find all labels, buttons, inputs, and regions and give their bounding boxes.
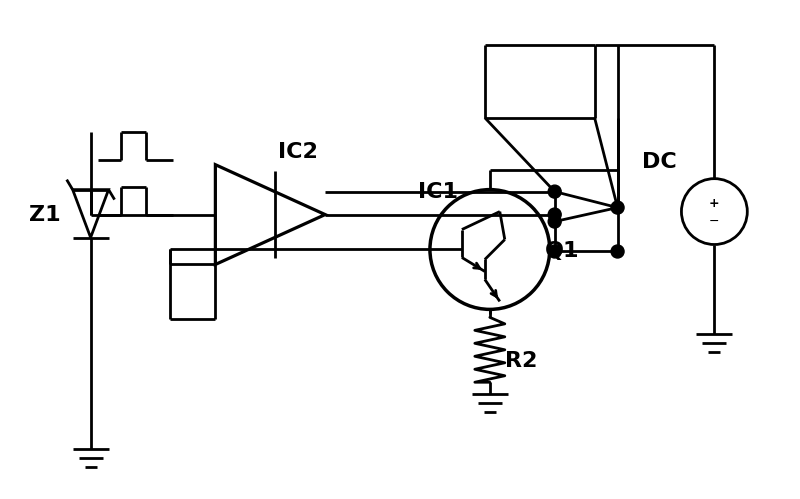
Text: Z1: Z1 [29, 205, 60, 225]
Text: Q1: Q1 [545, 242, 579, 261]
Text: IC1: IC1 [418, 182, 458, 202]
Circle shape [548, 245, 561, 258]
Text: IC2: IC2 [278, 142, 318, 162]
Text: R2: R2 [505, 351, 537, 371]
Text: DC: DC [642, 152, 676, 172]
Circle shape [611, 201, 624, 214]
Circle shape [611, 245, 624, 258]
Text: +: + [709, 197, 720, 210]
Circle shape [548, 215, 561, 228]
Text: −: − [709, 215, 720, 228]
Circle shape [548, 208, 561, 221]
Circle shape [548, 185, 561, 198]
